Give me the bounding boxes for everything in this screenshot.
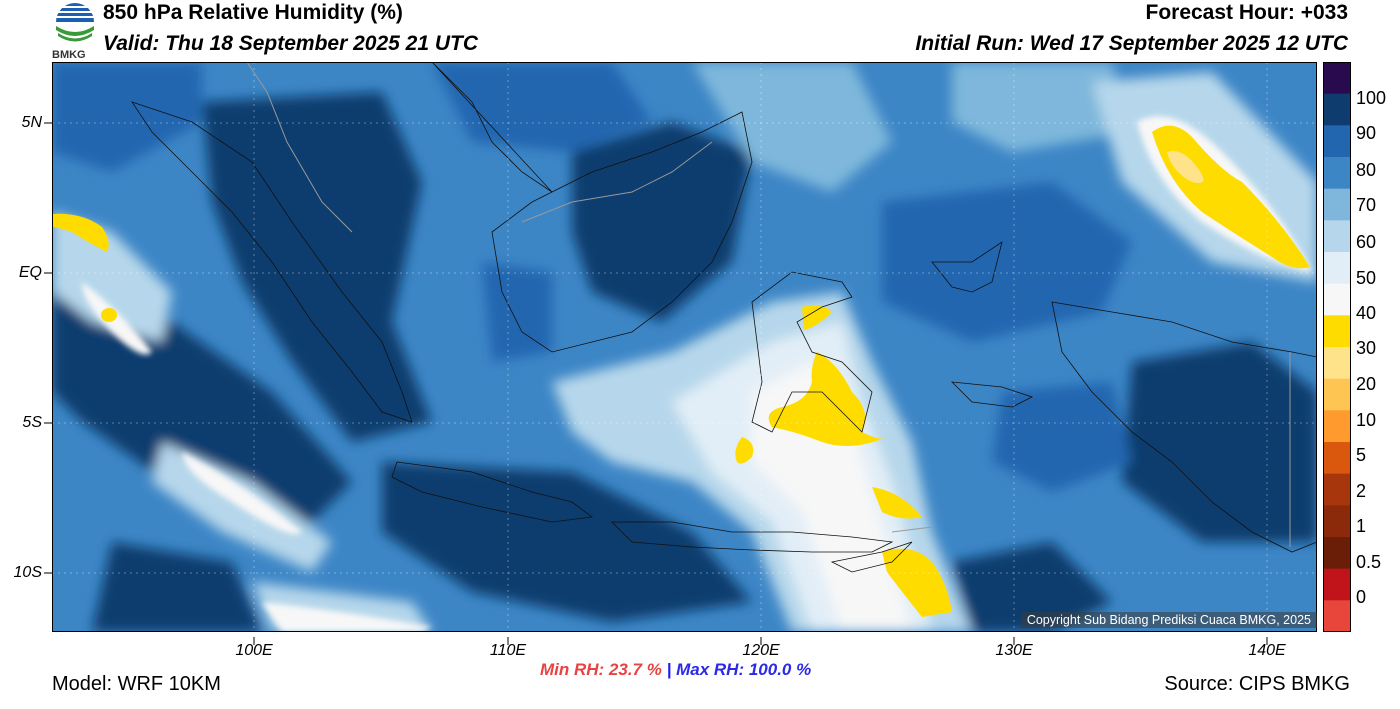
- colorbar-swatch: [1323, 537, 1351, 570]
- colorbar-label: 0.5: [1356, 552, 1382, 572]
- colorbar-label: 0: [1356, 587, 1367, 607]
- colorbar-label: 10: [1356, 410, 1377, 430]
- coastline-sumatra: [131, 101, 413, 423]
- colorbar-label: 70: [1356, 195, 1377, 215]
- colorbar-swatch: [1323, 378, 1351, 411]
- colorbar-label: 60: [1356, 232, 1377, 252]
- model-name: Model: WRF 10KM: [52, 673, 221, 695]
- borders: [246, 62, 1291, 547]
- colorbar-swatch: [1323, 600, 1351, 633]
- coastline-new-guinea: [1051, 301, 1317, 553]
- colorbar-swatch: [1323, 157, 1351, 190]
- colorbar-swatch: [1323, 125, 1351, 158]
- lon-ticks: [52, 632, 1317, 645]
- coastline-timor: [830, 541, 913, 573]
- lat-label-5s: 5S: [22, 414, 42, 431]
- bmkg-logo: [50, 0, 100, 62]
- colorbar-label: 100: [1356, 88, 1387, 108]
- valid-time: Valid: Thu 18 September 2025 21 UTC: [103, 32, 479, 55]
- colorbar-swatch: [1323, 442, 1351, 475]
- initial-run: Initial Run: Wed 17 September 2025 12 UT…: [915, 32, 1348, 55]
- map-svg: [52, 62, 1317, 632]
- colorbar-swatch: [1323, 410, 1351, 443]
- data-source: Source: CIPS BMKG: [1164, 673, 1350, 695]
- coastline-halmahera: [931, 241, 1003, 293]
- colorbar-swatch: [1323, 220, 1351, 253]
- colorbar-label: 50: [1356, 268, 1377, 288]
- colorbar-label: 1: [1356, 516, 1367, 536]
- colorbar-swatch: [1323, 93, 1351, 126]
- lat-label-10s: 10S: [13, 564, 42, 581]
- rh-stats: Min RH: 23.7 % | Max RH: 100.0 %: [540, 660, 811, 680]
- copyright-note: Copyright Sub Bidang Prediksi Cuaca BMKG…: [1020, 612, 1317, 628]
- coastlines: [131, 62, 1317, 573]
- dry-zones: [52, 125, 1310, 617]
- colorbar-label: 90: [1356, 123, 1377, 143]
- forecast-hour: Forecast Hour: +033: [1145, 1, 1349, 24]
- lat-ticks: [44, 62, 52, 632]
- max-rh: Max RH: 100.0 %: [676, 660, 812, 679]
- coastline-malay: [431, 62, 553, 193]
- stats-separator: |: [666, 660, 672, 679]
- colorbar-swatch: [1323, 252, 1351, 285]
- lon-label-140e: 140E: [1248, 642, 1286, 659]
- colorbar-label: 40: [1356, 303, 1377, 323]
- map-frame: [52, 62, 1317, 632]
- colorbar-svg: [1323, 62, 1351, 633]
- lat-label-eq: EQ: [18, 264, 42, 281]
- colorbar-frame: [1323, 62, 1351, 632]
- lon-label-130e: 130E: [995, 642, 1033, 659]
- colorbar-label: 20: [1356, 374, 1377, 394]
- coastline-seram: [950, 381, 1034, 408]
- coastline-borneo: [491, 111, 753, 353]
- min-rh: Min RH: 23.7 %: [540, 660, 662, 679]
- colorbar-swatch: [1323, 505, 1351, 538]
- lat-label-5n: 5N: [21, 114, 42, 131]
- lon-label-110e: 110E: [489, 642, 527, 659]
- colorbar: [1323, 62, 1351, 633]
- colorbar-label: 30: [1356, 338, 1377, 358]
- coastline-sulawesi: [751, 271, 873, 433]
- coastline-java: [391, 461, 594, 523]
- humidity-map: [52, 62, 1317, 632]
- logo-text: BMKG: [52, 49, 86, 61]
- coastline-nusa-tenggara: [611, 521, 894, 553]
- colorbar-label: 2: [1356, 481, 1367, 501]
- colorbar-swatch: [1323, 347, 1351, 380]
- chart-title: 850 hPa Relative Humidity (%): [103, 1, 403, 24]
- colorbar-swatch: [1323, 568, 1351, 601]
- colorbar-swatch: [1323, 473, 1351, 506]
- colorbar-swatch: [1323, 62, 1351, 95]
- lon-label-100e: 100E: [235, 642, 273, 659]
- colorbar-swatch: [1323, 283, 1351, 316]
- gridlines: [52, 62, 1317, 632]
- colorbar-label: 80: [1356, 160, 1377, 180]
- colorbar-swatch: [1323, 315, 1351, 348]
- colorbar-label: 5: [1356, 445, 1367, 465]
- lon-label-120e: 120E: [742, 642, 780, 659]
- colorbar-swatch: [1323, 188, 1351, 221]
